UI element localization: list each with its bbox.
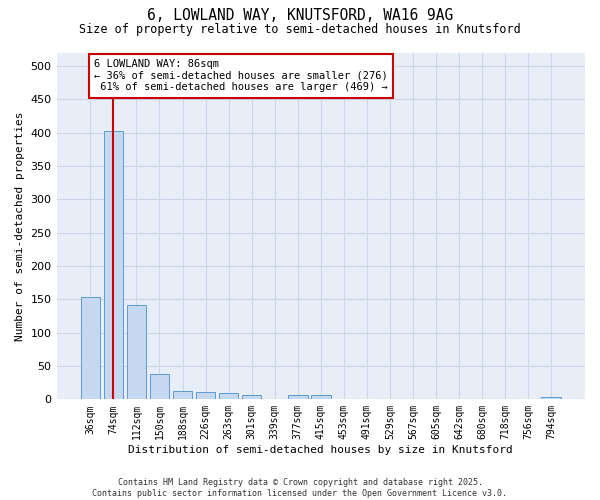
Text: 6 LOWLAND WAY: 86sqm
← 36% of semi-detached houses are smaller (276)
 61% of sem: 6 LOWLAND WAY: 86sqm ← 36% of semi-detac… (94, 59, 388, 92)
Bar (219, 394, 238, 400)
Bar (104, 130, 123, 400)
Text: 6, LOWLAND WAY, KNUTSFORD, WA16 9AG: 6, LOWLAND WAY, KNUTSFORD, WA16 9AG (147, 8, 453, 22)
Bar (127, 304, 146, 400)
Bar (242, 394, 262, 400)
Text: Contains HM Land Registry data © Crown copyright and database right 2025.
Contai: Contains HM Land Registry data © Crown c… (92, 478, 508, 498)
Bar (311, 394, 331, 400)
Bar (541, 396, 561, 400)
X-axis label: Distribution of semi-detached houses by size in Knutsford: Distribution of semi-detached houses by … (128, 445, 513, 455)
Text: Size of property relative to semi-detached houses in Knutsford: Size of property relative to semi-detach… (79, 22, 521, 36)
Bar (80, 298, 100, 400)
Bar (173, 392, 193, 400)
Bar (149, 374, 169, 400)
Y-axis label: Number of semi-detached properties: Number of semi-detached properties (15, 111, 25, 340)
Bar (196, 392, 215, 400)
Bar (288, 396, 308, 400)
